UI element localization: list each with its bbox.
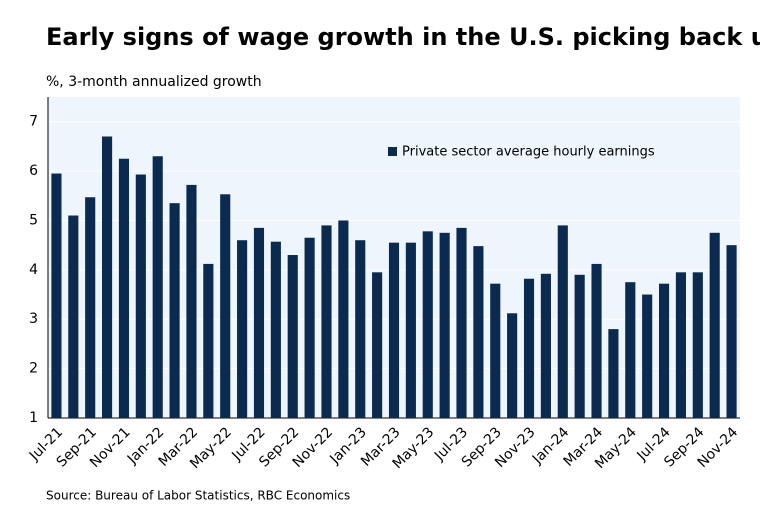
bar	[372, 272, 383, 418]
bar	[422, 231, 433, 418]
bar	[658, 283, 670, 418]
bar	[85, 197, 96, 418]
bar	[253, 227, 265, 418]
legend-swatch	[388, 147, 397, 156]
bar	[68, 215, 79, 418]
bar	[51, 173, 62, 418]
bar	[169, 203, 180, 418]
bar	[287, 255, 298, 418]
chart-title: Early signs of wage growth in the U.S. p…	[46, 23, 760, 51]
source: Source: Bureau of Labor Statistics, RBC …	[46, 489, 350, 503]
bar	[591, 263, 602, 418]
bar	[692, 272, 703, 418]
bar	[456, 227, 467, 418]
y-tick-label: 3	[29, 311, 38, 327]
bar	[608, 329, 619, 418]
y-tick-label: 5	[29, 212, 38, 228]
y-tick-label: 2	[29, 361, 38, 377]
bar	[203, 263, 214, 418]
bar	[152, 156, 163, 418]
bar	[557, 225, 568, 418]
bar	[186, 184, 197, 418]
bar	[574, 274, 585, 418]
bar	[642, 294, 653, 418]
bar	[490, 283, 501, 418]
bar	[439, 232, 450, 418]
bar	[321, 225, 332, 418]
y-axis-label: %, 3-month annualized growth	[46, 74, 262, 90]
y-tick-label: 6	[29, 163, 38, 179]
bar	[220, 194, 231, 418]
bar	[135, 174, 146, 418]
bar	[709, 232, 720, 418]
bar	[270, 241, 281, 418]
bar	[102, 136, 113, 418]
bar	[675, 272, 686, 418]
legend-label: Private sector average hourly earnings	[402, 145, 655, 160]
bar	[726, 245, 737, 418]
bar	[625, 282, 636, 418]
bar	[355, 240, 366, 418]
bar	[523, 278, 535, 418]
bar	[507, 313, 518, 418]
bar	[540, 273, 551, 418]
y-tick-label: 4	[29, 262, 38, 278]
bar	[304, 237, 315, 418]
bar	[338, 220, 349, 418]
bar	[118, 158, 130, 418]
bar	[405, 242, 416, 418]
bar	[473, 246, 484, 418]
y-tick-label: 1	[29, 410, 38, 426]
bar	[237, 240, 248, 418]
bar	[388, 242, 400, 418]
y-tick-label: 7	[29, 114, 38, 130]
